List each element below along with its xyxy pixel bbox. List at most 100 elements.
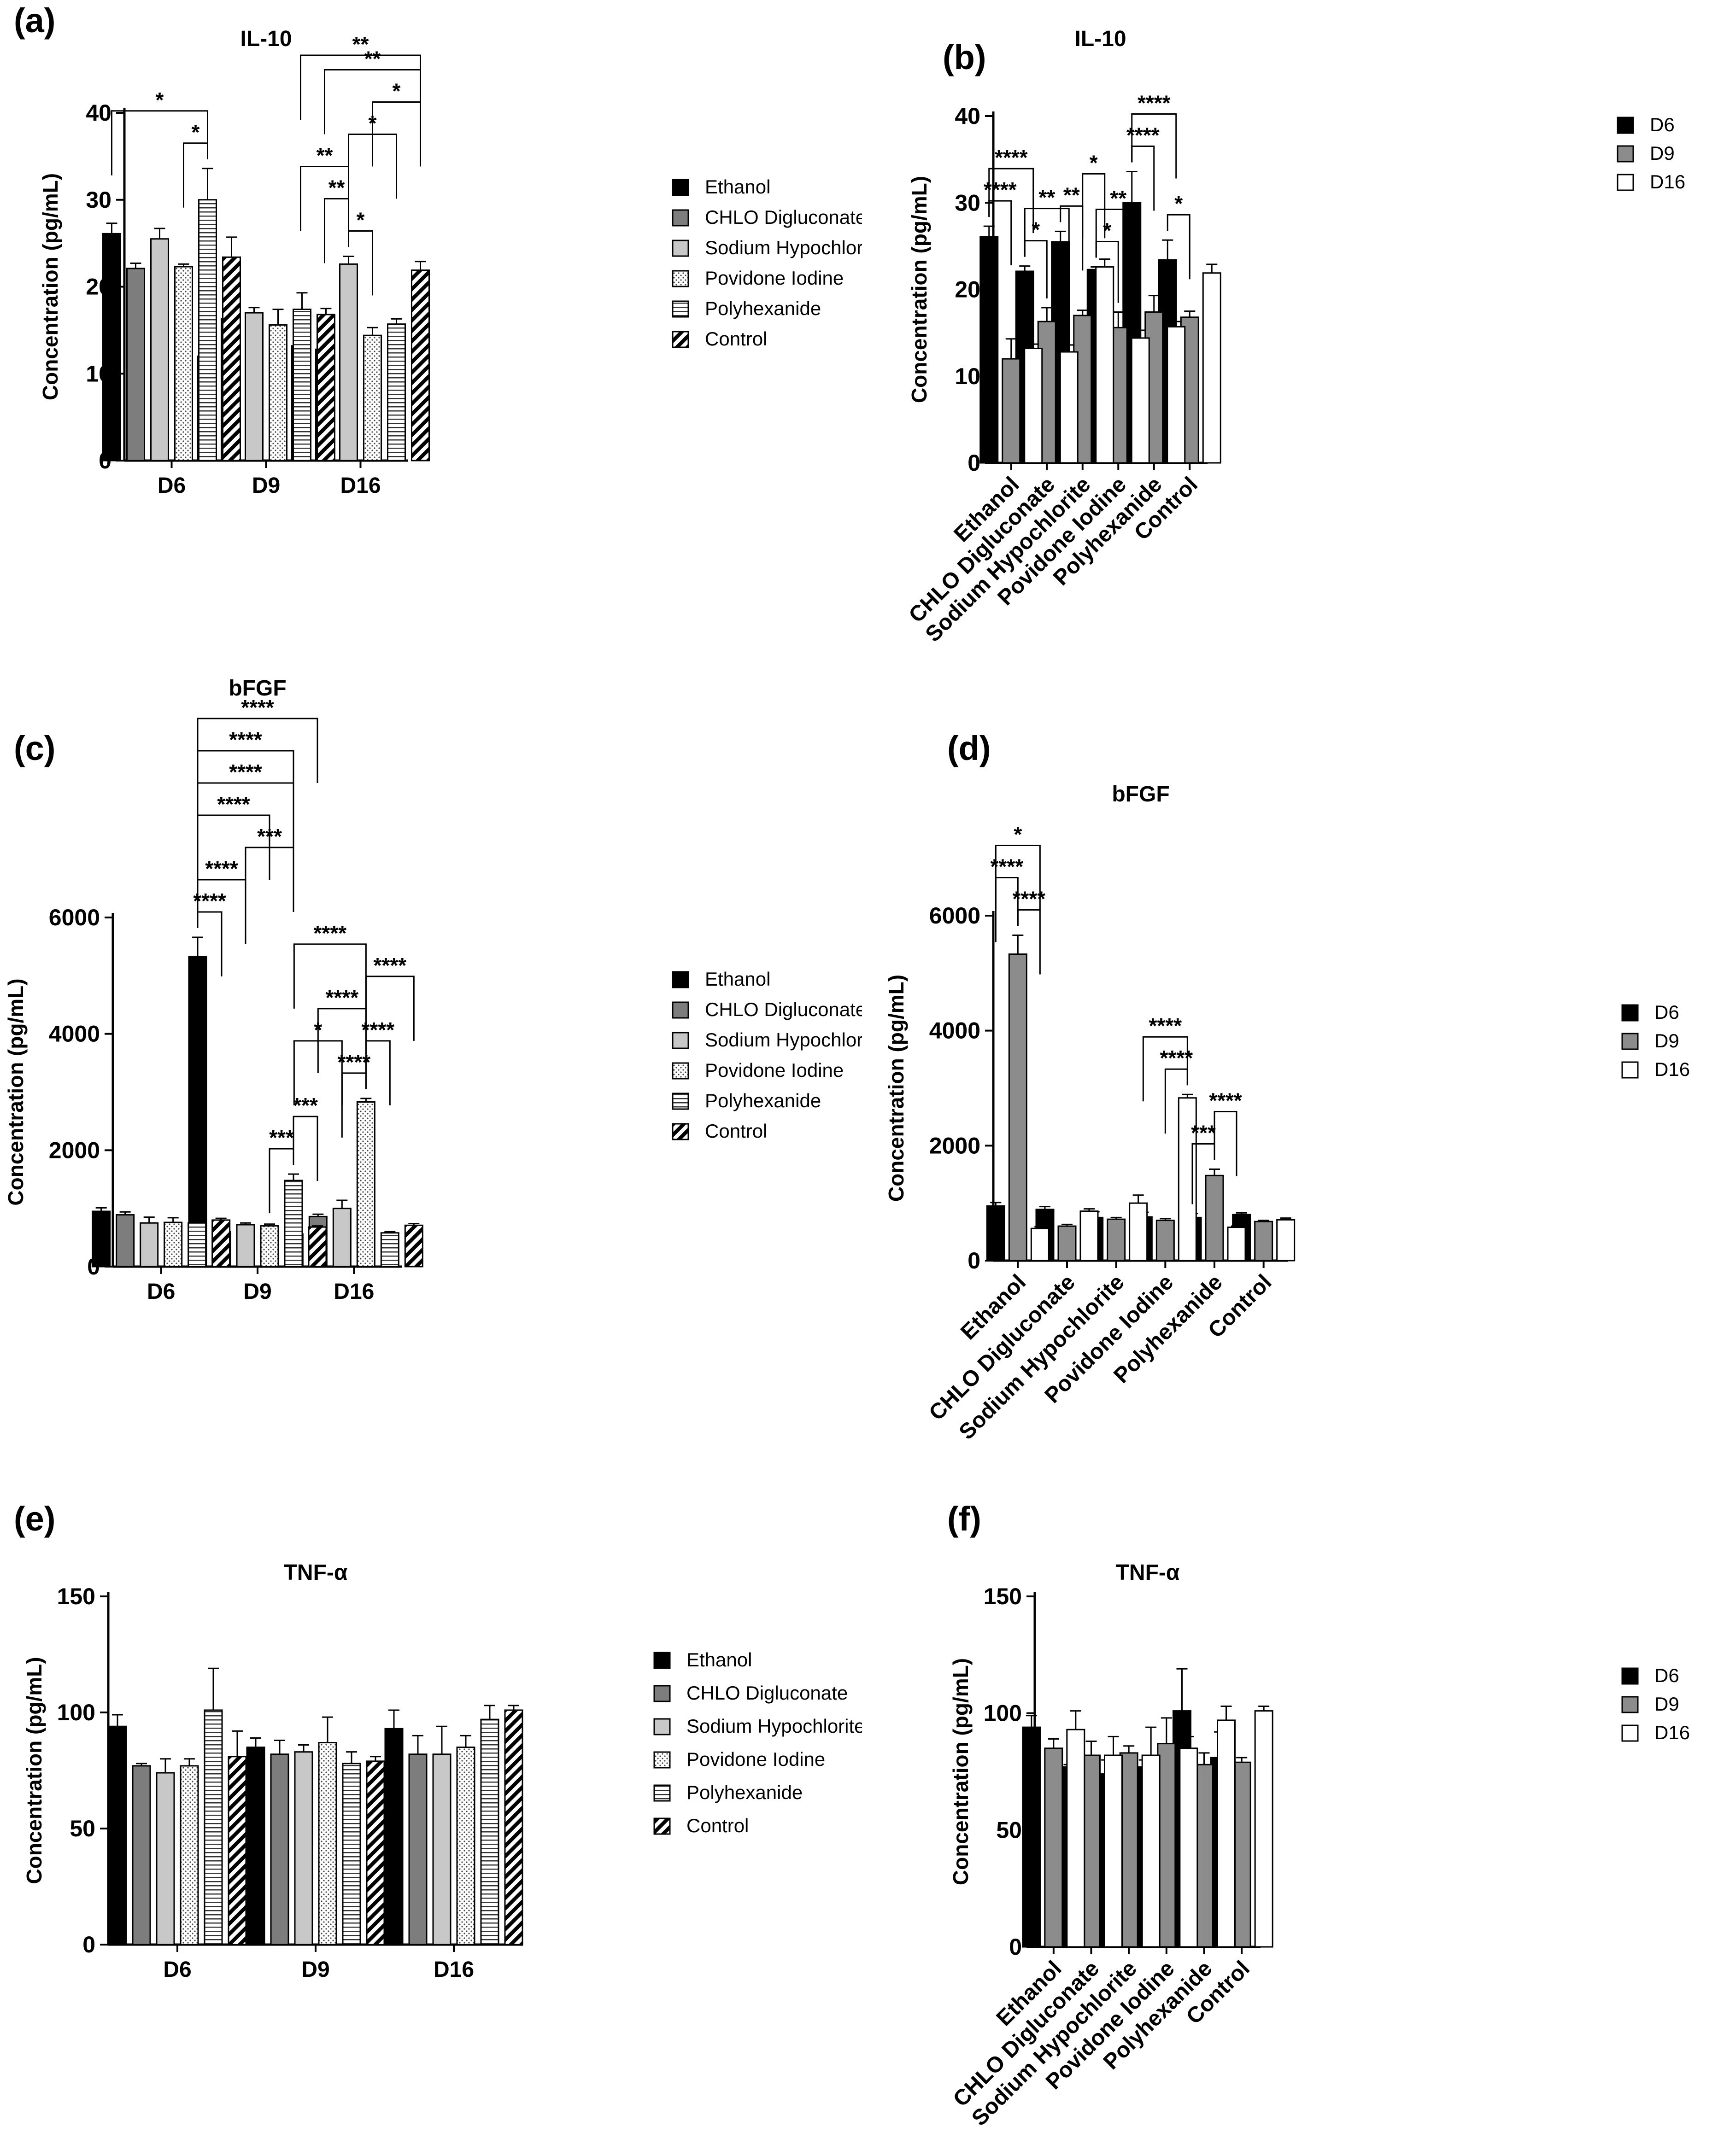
bar-d16-control xyxy=(1202,272,1221,464)
significance-bracket xyxy=(372,101,421,167)
bar-d9-sodium-hypochlorite xyxy=(1107,1218,1126,1262)
bar-d16-polyhexanide xyxy=(1217,1719,1236,1948)
significance-label: * xyxy=(192,120,200,144)
legend-label-povidone-iodine: Povidone Iodine xyxy=(705,267,844,289)
bar-sodium-hypochlorite-d9 xyxy=(236,1224,255,1268)
significance-bracket xyxy=(293,1116,318,1181)
y-tick-label: 2000 xyxy=(49,1137,100,1163)
bar-control-d16 xyxy=(404,1224,423,1268)
bar-sodium-hypochlorite-d6 xyxy=(140,1222,159,1268)
significance-label: * xyxy=(1103,219,1111,243)
legend-label-control: Control xyxy=(705,328,767,350)
bar-povidone-iodine-d9 xyxy=(260,1225,279,1268)
bar-d9-povidone-iodine xyxy=(1155,1220,1175,1262)
bar-polyhexanide-d9 xyxy=(293,309,311,462)
legend-label-polyhexanide: Polyhexanide xyxy=(705,298,821,319)
significance-bracket xyxy=(995,844,1041,910)
y-tick-label: 0 xyxy=(968,1248,980,1274)
legend-swatch-control xyxy=(672,1123,689,1140)
bar-control-d6 xyxy=(211,1219,231,1268)
legend-label-control: Control xyxy=(686,1815,749,1836)
bar-d9-sodium-hypochlorite xyxy=(1119,1752,1138,1948)
y-axis-label: Concentration (pg/mL) xyxy=(907,176,931,403)
significance-label: **** xyxy=(193,889,226,913)
panel-label: (f) xyxy=(947,1500,981,1538)
bar-ethanol-d6 xyxy=(108,1725,127,1946)
significance-label: * xyxy=(156,88,164,112)
legend-swatch-polyhexanide xyxy=(653,1784,671,1802)
bar-d16-polyhexanide xyxy=(1167,326,1186,464)
legend-label-d6: D6 xyxy=(1654,1001,1679,1023)
bar-povidone-iodine-d6 xyxy=(180,1765,199,1946)
y-tick-label: 40 xyxy=(955,103,980,129)
y-axis-label: Concentration (pg/mL) xyxy=(22,1657,46,1884)
significance-bracket xyxy=(988,168,1034,234)
y-tick-label: 30 xyxy=(86,187,111,213)
panel-label: (d) xyxy=(947,729,991,767)
legend-label-ethanol: Ethanol xyxy=(686,1649,752,1671)
legend-swatch-d9 xyxy=(1621,1033,1639,1050)
legend-swatch-d6 xyxy=(1621,1667,1639,1685)
legend-swatch-chlo-digluconate xyxy=(672,209,689,227)
bar-d16-chlo-digluconate xyxy=(1104,1754,1123,1948)
legend-swatch-povidone-iodine xyxy=(672,1062,689,1080)
legend-swatch-control xyxy=(653,1817,671,1835)
bar-polyhexanide-d16 xyxy=(380,1232,399,1268)
significance-label: **** xyxy=(338,1050,371,1074)
legend-swatch-polyhexanide xyxy=(672,1093,689,1110)
bar-control-d6 xyxy=(228,1756,247,1946)
significance-bracket xyxy=(1131,113,1177,179)
bar-d16-control xyxy=(1254,1710,1273,1948)
y-tick-label: 40 xyxy=(86,100,111,126)
bar-d16-chlo-digluconate xyxy=(1079,1210,1099,1262)
chart-title: bFGF xyxy=(1112,782,1169,806)
legend-label-polyhexanide: Polyhexanide xyxy=(686,1782,803,1803)
bar-sodium-hypochlorite-d9 xyxy=(245,312,264,462)
y-tick-label: 20 xyxy=(955,277,980,303)
y-tick-label: 0 xyxy=(1009,1934,1022,1960)
chart-title: bFGF xyxy=(229,676,286,701)
bar-povidone-iodine-d6 xyxy=(174,266,193,462)
bar-d16-povidone-iodine xyxy=(1131,337,1150,464)
legend-swatch-povidone-iodine xyxy=(672,270,689,287)
chart-title: TNF-α xyxy=(1116,1560,1180,1585)
significance-label: **** xyxy=(217,792,250,816)
bar-polyhexanide-d6 xyxy=(188,1222,207,1268)
y-axis-label: Concentration (pg/mL) xyxy=(884,975,908,1202)
legend-swatch-polyhexanide xyxy=(672,300,689,318)
bar-polyhexanide-d9 xyxy=(342,1763,361,1946)
significance-bracket xyxy=(300,54,421,120)
significance-label: **** xyxy=(205,857,238,881)
significance-label: **** xyxy=(1209,1089,1242,1113)
significance-bracket xyxy=(1214,1111,1237,1176)
x-tick-label-d6: D6 xyxy=(163,1957,191,1982)
bar-sodium-hypochlorite-d16 xyxy=(339,263,358,462)
bar-povidone-iodine-d16 xyxy=(363,334,382,462)
bar-polyhexanide-d16 xyxy=(480,1718,499,1946)
significance-label: **** xyxy=(314,921,347,945)
y-tick-label: 4000 xyxy=(929,1018,980,1044)
significance-label: ** xyxy=(1038,186,1055,210)
significance-label: ** xyxy=(1063,183,1080,207)
bar-ethanol-d6 xyxy=(102,233,121,462)
chart-title: IL-10 xyxy=(1074,27,1126,51)
bar-d9-ethanol xyxy=(1008,953,1027,1262)
bar-d16-ethanol xyxy=(1030,1227,1050,1262)
significance-bracket xyxy=(1167,214,1190,280)
significance-bracket xyxy=(324,198,349,263)
legend-swatch-ethanol xyxy=(672,179,689,196)
bar-polyhexanide-d6 xyxy=(198,199,217,462)
chart-bfgf-by-treatment: (d) bFGF 0 2000 4000 6000 Concentration (pg/mL… xyxy=(884,729,1690,1442)
panel-label: (a) xyxy=(14,1,55,40)
bar-d9-polyhexanide xyxy=(1205,1174,1224,1262)
significance-label: * xyxy=(1032,218,1040,242)
bar-control-d16 xyxy=(411,269,430,462)
legend-swatch-control xyxy=(672,331,689,348)
significance-label: ** xyxy=(317,143,333,167)
legend-swatch-ethanol xyxy=(672,971,689,988)
y-tick-label: 6000 xyxy=(929,903,980,929)
